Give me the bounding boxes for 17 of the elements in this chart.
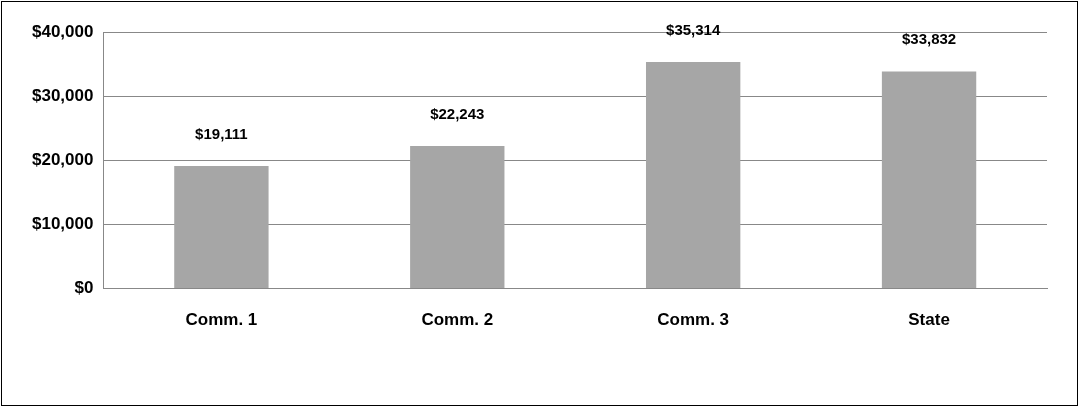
bar <box>174 166 269 289</box>
y-tick-label: $0 <box>74 278 94 298</box>
bar <box>410 145 505 289</box>
data-label: $19,111 <box>195 124 248 142</box>
data-label: $33,832 <box>901 30 957 48</box>
bar <box>645 62 741 289</box>
y-tick-label: $20,000 <box>32 149 94 169</box>
data-label: $35,314 <box>666 20 721 38</box>
y-tick-label: $10,000 <box>32 214 94 234</box>
x-tick-label: Comm. 3 <box>657 310 730 330</box>
bar <box>881 71 977 289</box>
x-tick-label: Comm. 1 <box>185 310 258 330</box>
x-tick-label: State <box>908 310 950 330</box>
x-tick-label: Comm. 2 <box>421 310 494 330</box>
data-label: $22,243 <box>430 104 485 122</box>
y-tick-label: $30,000 <box>32 85 94 105</box>
y-tick-label: $40,000 <box>32 21 94 41</box>
